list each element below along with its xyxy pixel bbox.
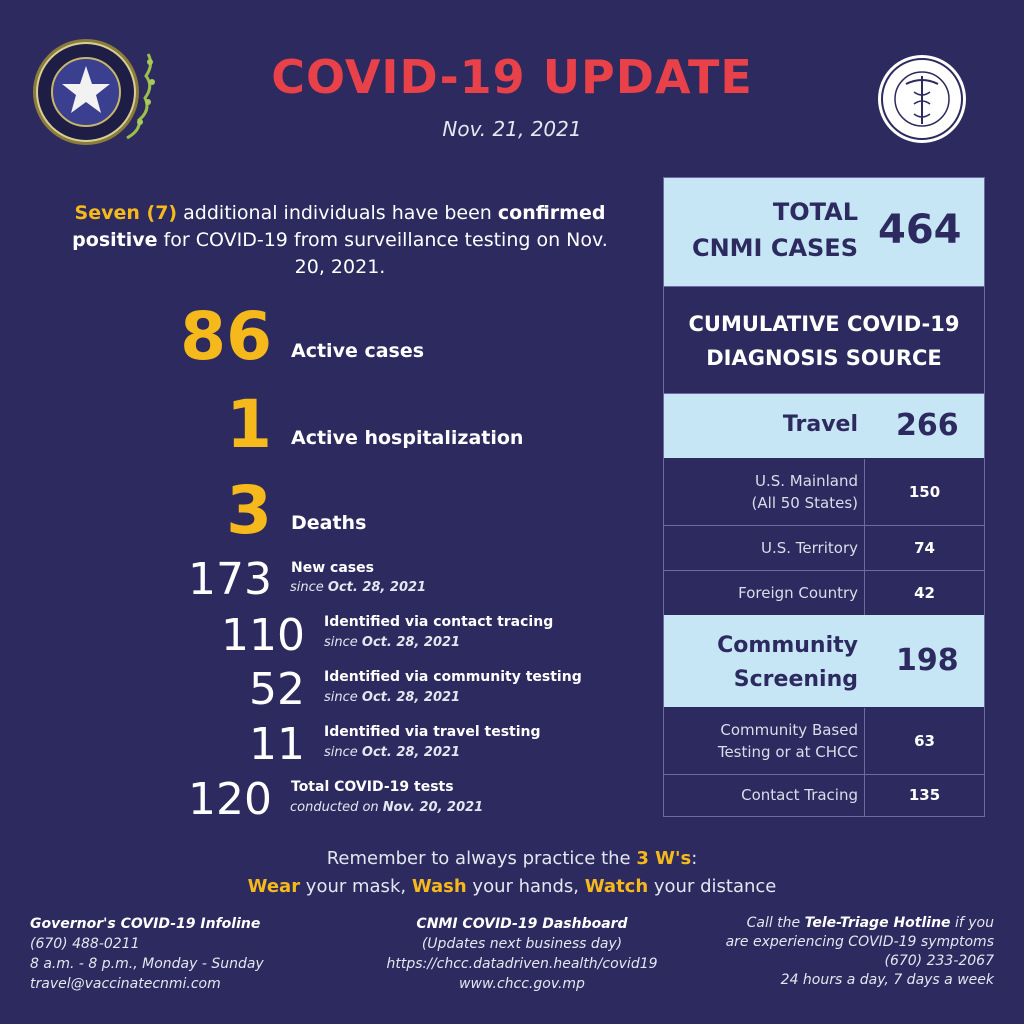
hotline-name: Tele-Triage Hotline — [804, 915, 951, 931]
reminder-actions: Wear your mask, Wash your hands, Watch y… — [247, 876, 777, 897]
us-mainland-value: 150 — [908, 483, 941, 501]
dashboard-url: https://chcc.datadriven.health/covid19 — [386, 956, 658, 972]
intro-text: Seven (7) additional individuals have be… — [60, 200, 620, 281]
chcc-seal-icon — [862, 54, 982, 144]
intro-confirmed: confirmed positive — [72, 202, 606, 251]
dashboard-block: CNMI COVID-19 Dashboard (Updates next bu… — [352, 914, 692, 994]
contact-tracing-label: Identified via contact tracing — [324, 614, 554, 630]
cumulative-cell: CUMULATIVE COVID-19 DIAGNOSIS SOURCE — [664, 287, 984, 393]
community-testing-label: Identified via community testing — [324, 669, 582, 685]
page-title: COVID-19 UPDATE — [271, 50, 753, 104]
hotline-hours: 24 hours a day, 7 days a week — [780, 972, 994, 988]
table-row: Contact Tracing 135 — [664, 775, 984, 816]
cumulative-heading: CUMULATIVE COVID-19 DIAGNOSIS SOURCE — [688, 312, 960, 370]
intro-text-b: for COVID-19 from surveillance testing o… — [157, 229, 608, 278]
total-tests-since: conducted on Nov. 20, 2021 — [290, 800, 484, 815]
contact-tracing-since: since Oct. 28, 2021 — [324, 635, 461, 650]
hospitalization-label: Active hospitalization — [291, 427, 524, 449]
us-territory-value: 74 — [914, 539, 935, 557]
infoline-block: Governor's COVID-19 Infoline (670) 488-0… — [30, 914, 340, 994]
dashboard-note: (Updates next business day) — [421, 936, 623, 952]
community-row: Community Screening 198 — [664, 615, 984, 707]
total-tests-value: 120 — [188, 774, 272, 825]
community-based-label: Community Based Testing or at CHCC — [717, 721, 858, 761]
hotline-block: Call the Tele-Triage Hotline if you are … — [690, 914, 994, 990]
table-row: Community Based Testing or at CHCC 63 — [664, 708, 984, 774]
new-cases-label: New cases — [291, 560, 374, 576]
travel-value: 266 — [896, 408, 959, 443]
us-territory-label: U.S. Territory — [761, 539, 858, 557]
community-testing-since: since Oct. 28, 2021 — [324, 690, 461, 705]
cases-table: TOTAL CNMI CASES 464 CUMULATIVE COVID-19… — [663, 177, 985, 817]
infoline-title: Governor's COVID-19 Infoline — [30, 916, 261, 932]
total-cases-cell: TOTAL CNMI CASES 464 — [664, 178, 984, 286]
community-based-value: 63 — [914, 732, 935, 750]
travel-testing-label: Identified via travel testing — [324, 724, 541, 740]
travel-label: Travel — [782, 412, 858, 437]
intro-text-a: additional individuals have been — [177, 202, 498, 224]
new-cases-value: 173 — [188, 554, 272, 605]
three-ws: 3 W's — [636, 848, 692, 869]
update-date: Nov. 21, 2021 — [442, 117, 582, 141]
community-label: Community Screening — [717, 633, 858, 692]
total-cases-value: 464 — [878, 207, 962, 253]
foreign-country-value: 42 — [914, 584, 935, 602]
travel-testing-since: since Oct. 28, 2021 — [324, 745, 461, 760]
cnmi-official-seal-icon — [30, 36, 162, 148]
contact-tracing-source-value: 135 — [908, 786, 941, 804]
deaths-label: Deaths — [291, 512, 367, 534]
new-cases-since: since Oct. 28, 2021 — [290, 580, 427, 595]
travel-testing-value: 11 — [249, 719, 305, 770]
community-testing-value: 52 — [249, 664, 305, 715]
infoline-hours: 8 a.m. - 8 p.m., Monday - Sunday — [30, 956, 264, 972]
table-row: Foreign Country 42 — [664, 571, 984, 615]
dashboard-title: CNMI COVID-19 Dashboard — [416, 916, 628, 932]
deaths-value: 3 — [226, 472, 272, 549]
active-cases-label: Active cases — [291, 340, 425, 362]
contact-tracing-value: 110 — [221, 610, 305, 661]
intro-count: Seven (7) — [74, 202, 178, 224]
total-tests-label: Total COVID-19 tests — [291, 779, 454, 795]
hospitalization-value: 1 — [226, 386, 272, 463]
foreign-country-label: Foreign Country — [738, 584, 858, 602]
table-row: U.S. Territory 74 — [664, 526, 984, 570]
us-mainland-label: U.S. Mainland (All 50 States) — [751, 472, 858, 512]
reminder-line: Remember to always practice the 3 W's: — [326, 848, 698, 869]
total-cases-label: TOTAL CNMI CASES — [691, 198, 858, 262]
hotline-phone: (670) 233-2067 — [884, 953, 995, 969]
contact-tracing-source-label: Contact Tracing — [741, 786, 858, 804]
infoline-email: travel@vaccinatecnmi.com — [30, 976, 221, 992]
community-value: 198 — [896, 643, 959, 678]
travel-row: Travel 266 — [664, 394, 984, 458]
dashboard-site: www.chcc.gov.mp — [459, 976, 585, 992]
active-cases-value: 86 — [180, 298, 272, 375]
table-row: U.S. Mainland (All 50 States) 150 — [664, 459, 984, 525]
infoline-phone: (670) 488-0211 — [30, 936, 140, 952]
